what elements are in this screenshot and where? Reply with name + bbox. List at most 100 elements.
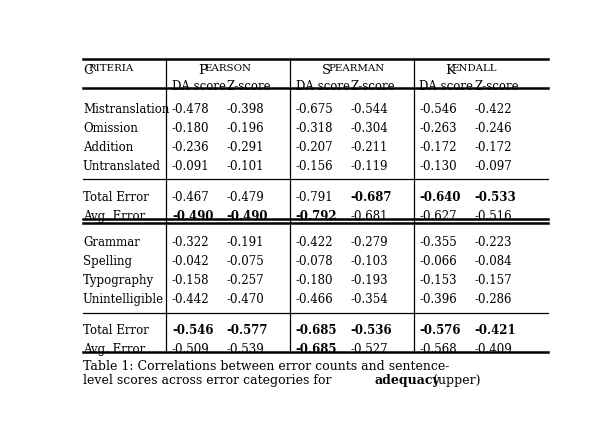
Text: -0.527: -0.527 [351, 343, 388, 356]
Text: level scores across error categories for: level scores across error categories for [83, 374, 335, 387]
Text: -0.478: -0.478 [172, 103, 209, 116]
Text: -0.685: -0.685 [296, 324, 337, 337]
Text: -0.075: -0.075 [227, 255, 265, 268]
Text: -0.042: -0.042 [172, 255, 209, 268]
Text: -0.180: -0.180 [172, 122, 209, 135]
Text: -0.355: -0.355 [419, 236, 457, 249]
Text: -0.119: -0.119 [351, 160, 388, 173]
Text: -0.172: -0.172 [474, 141, 511, 154]
Text: -0.193: -0.193 [351, 274, 388, 287]
Text: -0.257: -0.257 [227, 274, 264, 287]
Text: Grammar: Grammar [83, 236, 140, 249]
Text: -0.279: -0.279 [351, 236, 388, 249]
Text: -0.291: -0.291 [227, 141, 264, 154]
Text: -0.516: -0.516 [474, 209, 511, 223]
Text: DA score: DA score [296, 80, 349, 93]
Text: P: P [198, 64, 207, 77]
Text: -0.685: -0.685 [296, 343, 337, 356]
Text: EARSON: EARSON [204, 64, 251, 73]
Text: -0.097: -0.097 [474, 160, 512, 173]
Text: Avg. Error: Avg. Error [83, 343, 145, 356]
Text: Z-score: Z-score [474, 80, 519, 93]
Text: -0.398: -0.398 [227, 103, 264, 116]
Text: -0.354: -0.354 [351, 293, 388, 306]
Text: -0.422: -0.422 [474, 103, 511, 116]
Text: -0.421: -0.421 [474, 324, 516, 337]
Text: -0.084: -0.084 [474, 255, 511, 268]
Text: Total Error: Total Error [83, 324, 149, 337]
Text: Z-score: Z-score [227, 80, 271, 93]
Text: DA score: DA score [419, 80, 473, 93]
Text: -0.066: -0.066 [419, 255, 457, 268]
Text: ENDALL: ENDALL [452, 64, 497, 73]
Text: -0.396: -0.396 [419, 293, 457, 306]
Text: -0.263: -0.263 [419, 122, 457, 135]
Text: -0.236: -0.236 [172, 141, 209, 154]
Text: -0.792: -0.792 [296, 209, 337, 223]
Text: -0.246: -0.246 [474, 122, 511, 135]
Text: -0.207: -0.207 [296, 141, 333, 154]
Text: -0.627: -0.627 [419, 209, 457, 223]
Text: PEARMAN: PEARMAN [328, 64, 384, 73]
Text: RITERIA: RITERIA [88, 64, 134, 73]
Text: -0.409: -0.409 [474, 343, 512, 356]
Text: -0.546: -0.546 [172, 324, 214, 337]
Text: -0.318: -0.318 [296, 122, 333, 135]
Text: -0.223: -0.223 [474, 236, 511, 249]
Text: -0.687: -0.687 [351, 191, 392, 204]
Text: -0.103: -0.103 [351, 255, 388, 268]
Text: Unintelligible: Unintelligible [83, 293, 164, 306]
Text: -0.675: -0.675 [296, 103, 333, 116]
Text: -0.211: -0.211 [351, 141, 387, 154]
Text: -0.640: -0.640 [419, 191, 461, 204]
Text: -0.791: -0.791 [296, 191, 333, 204]
Text: -0.130: -0.130 [419, 160, 457, 173]
Text: -0.533: -0.533 [474, 191, 516, 204]
Text: -0.490: -0.490 [172, 209, 214, 223]
Text: Total Error: Total Error [83, 191, 149, 204]
Text: Spelling: Spelling [83, 255, 132, 268]
Text: -0.422: -0.422 [296, 236, 333, 249]
Text: Omission: Omission [83, 122, 138, 135]
Text: S: S [322, 64, 331, 77]
Text: -0.180: -0.180 [296, 274, 333, 287]
Text: -0.546: -0.546 [419, 103, 457, 116]
Text: -0.467: -0.467 [172, 191, 209, 204]
Text: Addition: Addition [83, 141, 133, 154]
Text: -0.442: -0.442 [172, 293, 209, 306]
Text: -0.153: -0.153 [419, 274, 457, 287]
Text: -0.539: -0.539 [227, 343, 265, 356]
Text: -0.536: -0.536 [351, 324, 392, 337]
Text: Table 1: Correlations between error counts and sentence-: Table 1: Correlations between error coun… [83, 360, 449, 373]
Text: K: K [446, 64, 456, 77]
Text: -0.304: -0.304 [351, 122, 388, 135]
Text: -0.196: -0.196 [227, 122, 264, 135]
Text: -0.101: -0.101 [227, 160, 264, 173]
Text: -0.078: -0.078 [296, 255, 333, 268]
Text: -0.157: -0.157 [474, 274, 511, 287]
Text: -0.544: -0.544 [351, 103, 388, 116]
Text: -0.091: -0.091 [172, 160, 209, 173]
Text: Untranslated: Untranslated [83, 160, 161, 173]
Text: -0.158: -0.158 [172, 274, 209, 287]
Text: -0.577: -0.577 [227, 324, 268, 337]
Text: -0.470: -0.470 [227, 293, 265, 306]
Text: -0.509: -0.509 [172, 343, 209, 356]
Text: -0.322: -0.322 [172, 236, 209, 249]
Text: -0.286: -0.286 [474, 293, 511, 306]
Text: -0.490: -0.490 [227, 209, 268, 223]
Text: C: C [83, 64, 93, 77]
Text: Typography: Typography [83, 274, 154, 287]
Text: Avg. Error: Avg. Error [83, 209, 145, 223]
Text: -0.681: -0.681 [351, 209, 388, 223]
Text: -0.156: -0.156 [296, 160, 333, 173]
Text: -0.479: -0.479 [227, 191, 265, 204]
Text: -0.576: -0.576 [419, 324, 461, 337]
Text: -0.191: -0.191 [227, 236, 264, 249]
Text: -0.568: -0.568 [419, 343, 457, 356]
Text: Mistranslation: Mistranslation [83, 103, 169, 116]
Text: -0.172: -0.172 [419, 141, 457, 154]
Text: adequacy: adequacy [374, 374, 440, 387]
Text: (upper): (upper) [429, 374, 480, 387]
Text: DA score: DA score [172, 80, 226, 93]
